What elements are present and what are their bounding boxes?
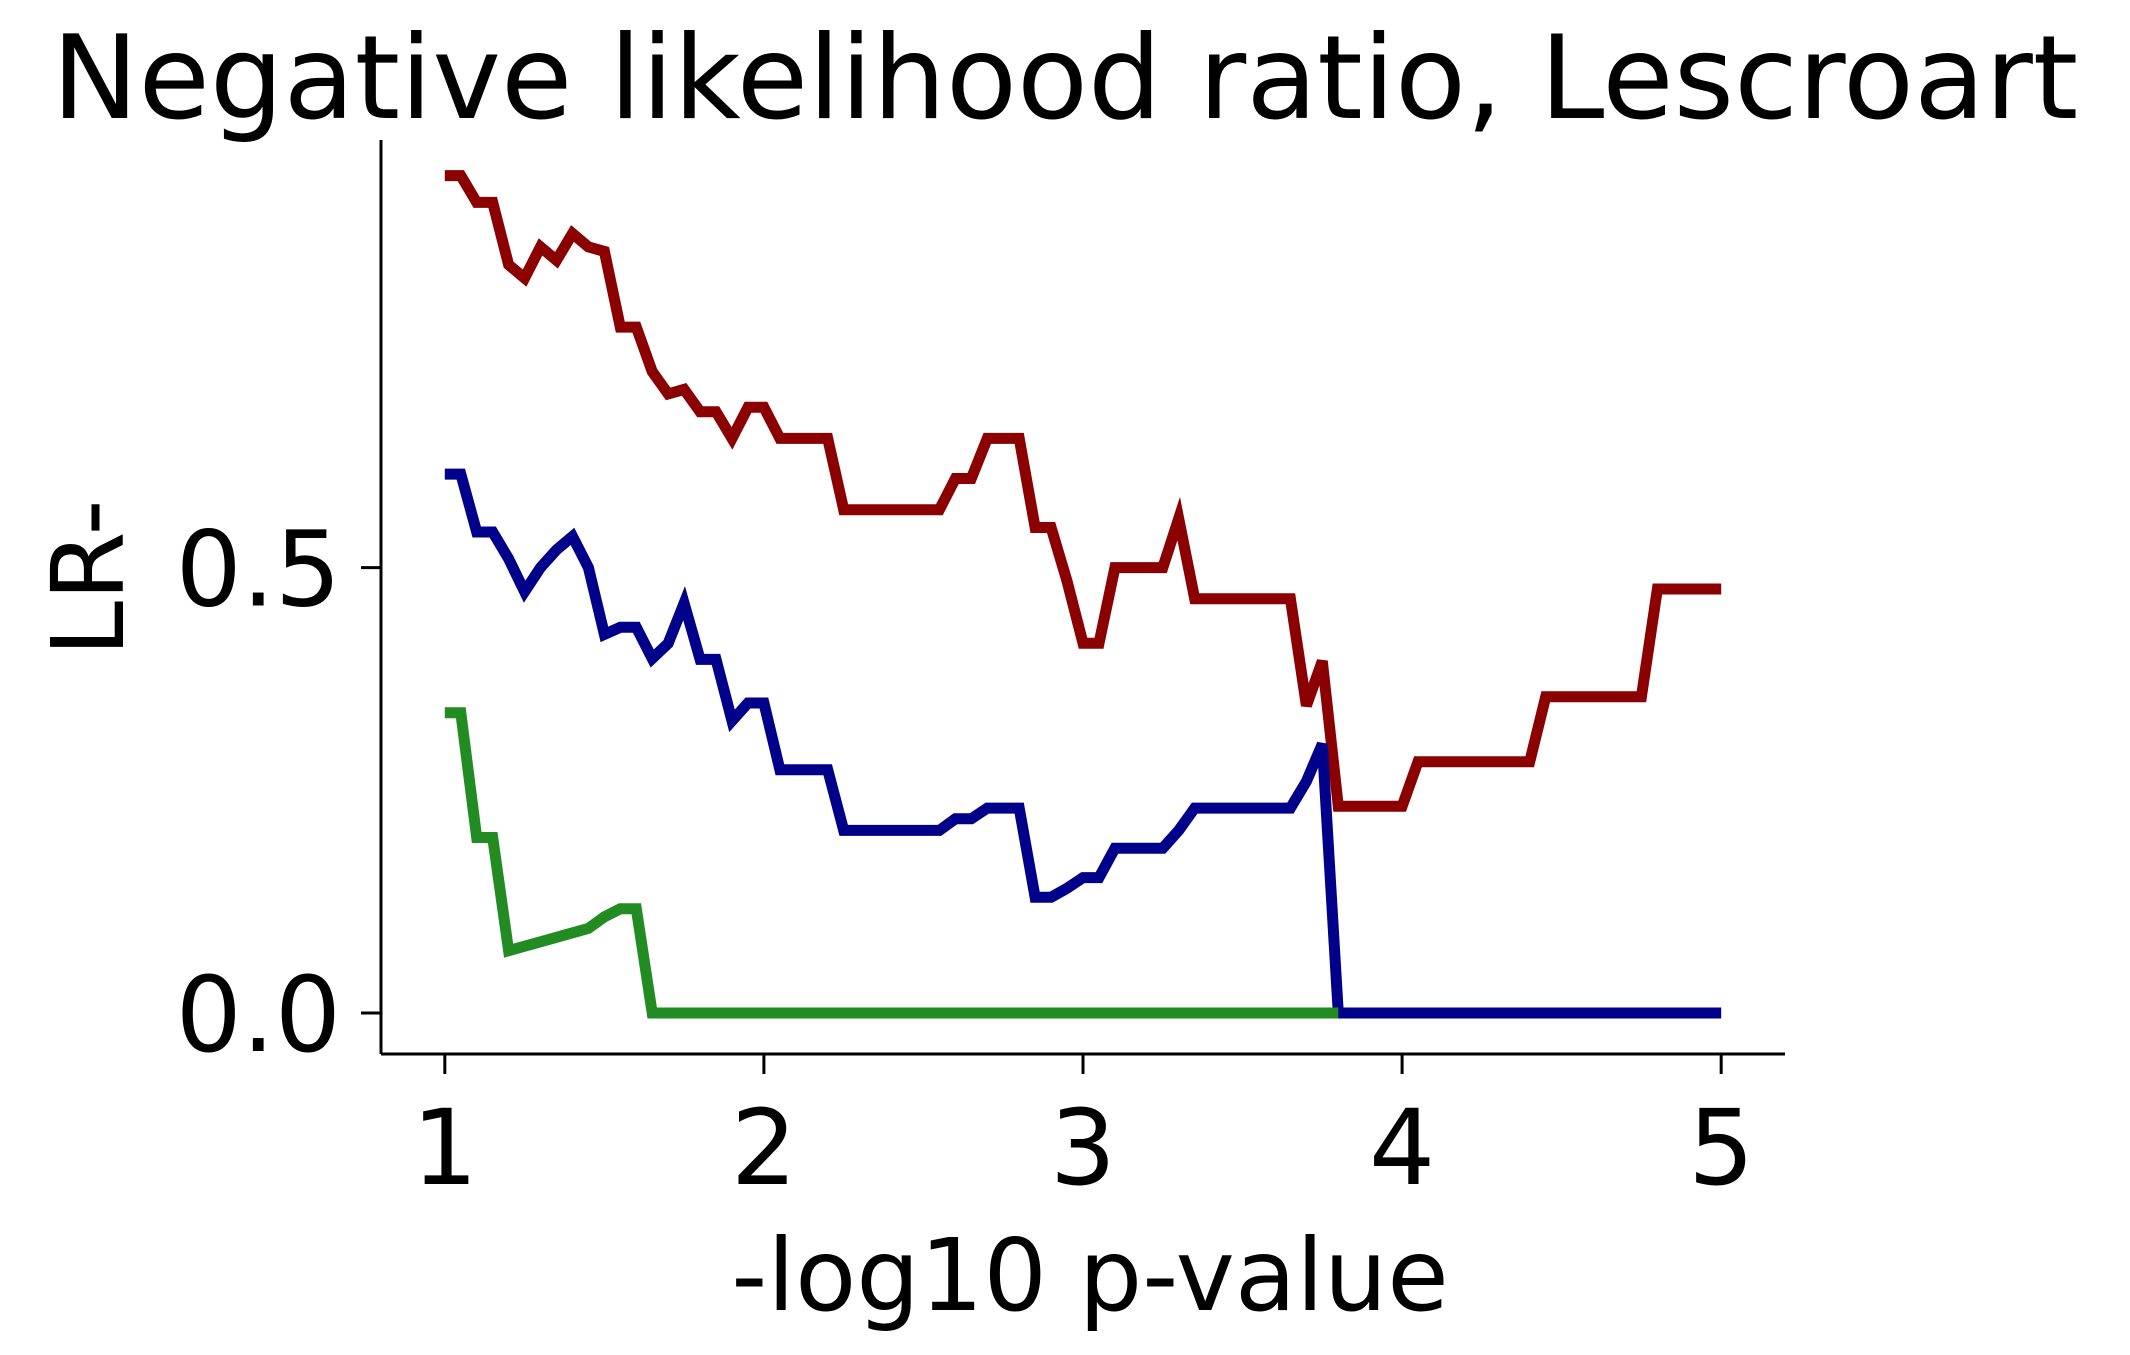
y-tick-label-0.5: 0.5 [176,509,341,631]
y-axis-label: LR- [30,499,147,656]
chart-title: Negative likelihood ratio, Lescroart [52,11,2079,146]
series-line-2 [444,468,1722,1019]
x-tick-label-2: 2 [731,1087,797,1209]
series-layer [444,170,1722,1019]
y-axis-ticks: 0.0 0.5 [176,509,381,1076]
series-line-1 [444,170,1722,812]
series-line-3 [444,707,1339,1019]
x-axis-label: -log10 p-value [731,1217,1449,1334]
x-tick-label-4: 4 [1369,1087,1435,1209]
x-axis-ticks: 1 2 3 4 5 [412,1054,1754,1209]
y-tick-label-0.0: 0.0 [176,954,341,1076]
x-tick-label-1: 1 [412,1087,478,1209]
x-tick-label-5: 5 [1688,1087,1754,1209]
x-tick-label-3: 3 [1050,1087,1116,1209]
